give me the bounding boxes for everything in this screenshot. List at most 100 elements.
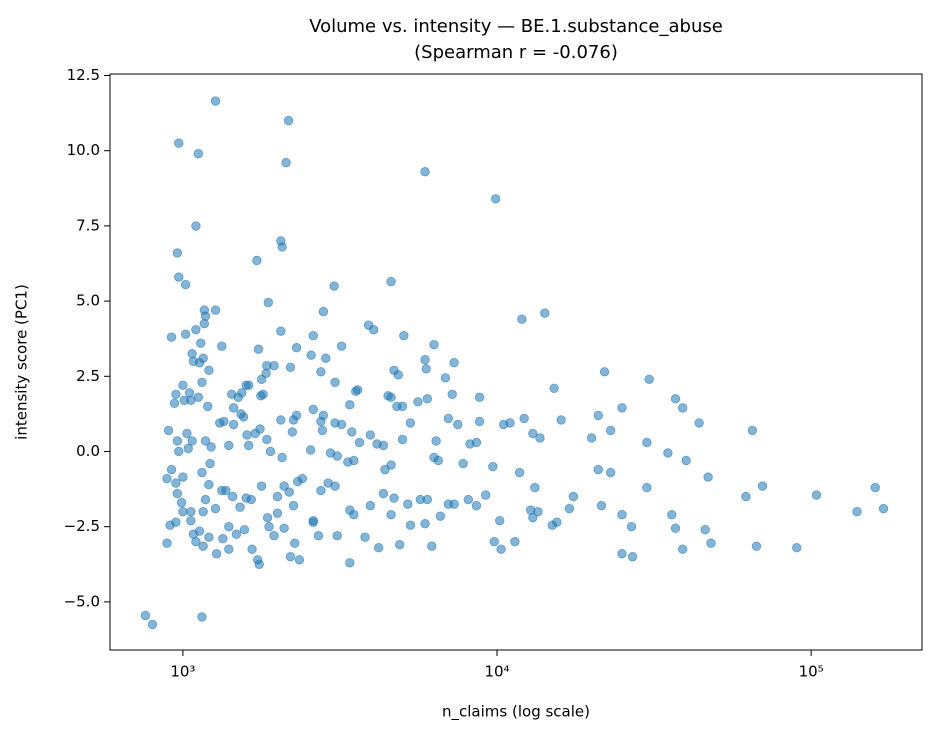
chart-title: Volume vs. intensity — BE.1.substance_ab… bbox=[309, 16, 723, 37]
point bbox=[178, 506, 188, 517]
point bbox=[171, 389, 181, 400]
point bbox=[528, 428, 538, 439]
point bbox=[306, 350, 316, 360]
point bbox=[178, 472, 188, 482]
y-axis-label: intensity score (PC1) bbox=[13, 284, 31, 440]
point bbox=[237, 388, 247, 398]
point bbox=[172, 436, 183, 446]
point bbox=[316, 367, 326, 377]
point bbox=[308, 330, 318, 341]
point bbox=[519, 413, 529, 424]
point bbox=[204, 365, 214, 375]
y-tick-label: 2.5 bbox=[76, 367, 100, 385]
point bbox=[510, 537, 520, 547]
point bbox=[642, 437, 652, 448]
point bbox=[256, 374, 267, 384]
point bbox=[224, 440, 234, 451]
point bbox=[263, 297, 273, 308]
point bbox=[281, 158, 291, 168]
chart-subtitle: (Spearman r = -0.076) bbox=[414, 42, 618, 63]
point bbox=[204, 532, 214, 542]
point bbox=[162, 473, 172, 484]
point bbox=[429, 340, 439, 350]
point bbox=[291, 343, 302, 353]
point bbox=[397, 434, 408, 445]
point bbox=[180, 279, 191, 290]
point bbox=[471, 437, 482, 448]
point bbox=[200, 494, 211, 505]
point bbox=[514, 467, 525, 478]
point bbox=[443, 499, 454, 509]
point bbox=[599, 367, 610, 377]
point bbox=[474, 392, 485, 403]
point bbox=[210, 503, 221, 514]
x-tick-label: 10⁵ bbox=[799, 663, 824, 681]
point bbox=[435, 511, 446, 521]
point bbox=[199, 318, 210, 329]
point bbox=[496, 544, 506, 554]
point bbox=[256, 481, 267, 491]
point bbox=[405, 520, 416, 530]
point bbox=[262, 512, 273, 523]
point bbox=[329, 281, 339, 291]
y-tick-label: −5.0 bbox=[64, 592, 100, 610]
point bbox=[386, 460, 396, 470]
point bbox=[305, 445, 316, 455]
point bbox=[593, 410, 603, 421]
y-tick-label: 12.5 bbox=[67, 66, 100, 84]
point bbox=[313, 531, 324, 541]
point bbox=[458, 458, 468, 469]
point bbox=[279, 523, 289, 533]
point bbox=[433, 455, 443, 466]
point bbox=[276, 415, 286, 425]
x-tick-label: 10⁴ bbox=[484, 663, 509, 681]
point bbox=[147, 619, 158, 630]
point bbox=[393, 370, 404, 380]
x-axis-label: n_claims (log scale) bbox=[442, 703, 590, 722]
point bbox=[505, 418, 515, 428]
point bbox=[870, 482, 880, 493]
point bbox=[395, 540, 405, 550]
point bbox=[349, 509, 359, 520]
point bbox=[171, 478, 181, 488]
point bbox=[700, 524, 710, 535]
point bbox=[297, 473, 308, 484]
point bbox=[593, 464, 603, 475]
point bbox=[224, 521, 234, 532]
point bbox=[681, 455, 691, 466]
point bbox=[336, 341, 347, 351]
point bbox=[186, 515, 196, 526]
point bbox=[308, 515, 318, 526]
point bbox=[219, 416, 229, 427]
point bbox=[264, 521, 274, 532]
point bbox=[279, 481, 289, 491]
point bbox=[182, 428, 192, 439]
point bbox=[347, 427, 357, 437]
point bbox=[176, 497, 187, 508]
point bbox=[389, 493, 399, 503]
point bbox=[277, 452, 287, 463]
point bbox=[210, 305, 221, 315]
point bbox=[198, 506, 208, 517]
point bbox=[431, 436, 441, 446]
point bbox=[345, 558, 355, 568]
point bbox=[287, 427, 298, 437]
point bbox=[332, 451, 342, 461]
point bbox=[224, 544, 234, 554]
point bbox=[318, 306, 329, 317]
point bbox=[422, 494, 433, 505]
point bbox=[166, 332, 177, 342]
point bbox=[206, 442, 216, 452]
point bbox=[667, 509, 677, 520]
point bbox=[386, 276, 396, 287]
point bbox=[463, 494, 473, 505]
y-tick-label: 0.0 bbox=[76, 442, 100, 460]
point bbox=[360, 532, 370, 542]
point bbox=[316, 485, 326, 496]
point bbox=[528, 512, 538, 523]
point bbox=[617, 549, 627, 559]
point bbox=[163, 425, 174, 436]
point bbox=[244, 440, 254, 451]
point bbox=[228, 403, 239, 413]
